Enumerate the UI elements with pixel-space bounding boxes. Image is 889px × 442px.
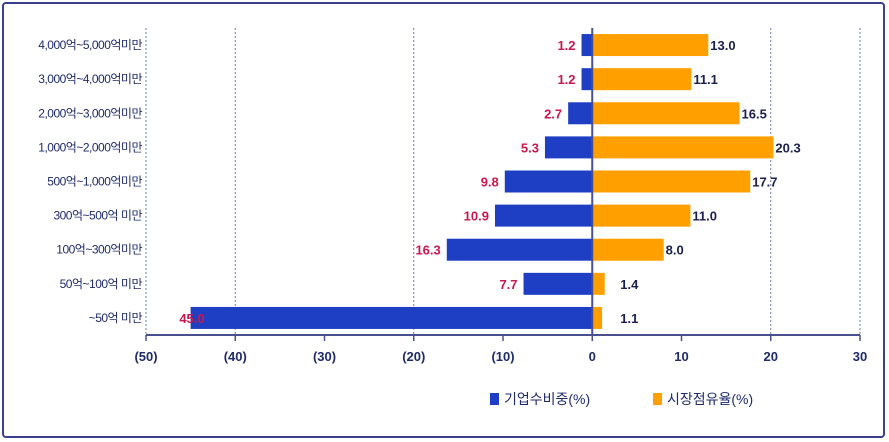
company-share-value-label: 16.3 (415, 243, 440, 258)
category-label: 50억~100억 미만 (60, 277, 143, 291)
company-share-bar (568, 102, 593, 125)
company-share-value-label: 5.3 (521, 140, 539, 155)
x-tick-label: 30 (853, 349, 867, 364)
market-share-value-label: 8.0 (666, 243, 684, 258)
market-share-value-label: 20.3 (775, 140, 800, 155)
category-label: 4,000억~5,000억미만 (38, 38, 142, 52)
market-share-bar (592, 170, 751, 193)
chart-frame: (50) (40) (30) (20) (10) 0 10 20 30 4,000억~5,000… (2, 2, 885, 438)
market-share-bar (592, 272, 605, 295)
legend-swatch-company-share (490, 393, 499, 405)
market-share-value-label: 16.5 (742, 106, 767, 121)
market-share-bar (592, 238, 664, 261)
category-label: 500억~1,000억미만 (47, 175, 142, 189)
x-tick-label: (50) (134, 349, 157, 364)
value-labels: 1.2 1.2 2.7 5.3 9.8 10.9 16.3 7.7 45.0 13.0 11.1 16… (179, 38, 800, 326)
legend: 기업수비중(%) 시장점유율(%) (490, 391, 753, 407)
company-share-bar (504, 170, 593, 193)
category-label: 300억~500억 미만 (53, 209, 142, 223)
market-share-bar (592, 102, 740, 125)
market-share-value-label: 13.0 (710, 38, 735, 53)
x-tick-label: (10) (491, 349, 514, 364)
market-share-bar (592, 68, 692, 91)
market-share-bar (592, 34, 709, 57)
company-share-bar (190, 306, 593, 329)
x-tick-label: 0 (589, 349, 596, 364)
company-share-value-label: 45.0 (179, 311, 204, 326)
bars (190, 34, 774, 329)
category-labels: 4,000억~5,000억미만 3,000억~4,000억미만 2,000억~3,0… (38, 38, 143, 325)
company-share-value-label: 10.9 (464, 209, 489, 224)
x-tick-label: (30) (313, 349, 336, 364)
company-share-bar (581, 68, 593, 91)
market-share-bar (592, 136, 774, 159)
company-share-value-label: 2.7 (544, 106, 562, 121)
legend-label-company-share: 기업수비중(%) (504, 391, 590, 407)
x-tick-label: 10 (674, 349, 688, 364)
category-label: 2,000억~3,000억미만 (38, 106, 142, 120)
market-share-value-label: 17.7 (752, 175, 777, 190)
market-share-bar (592, 204, 691, 227)
x-tick-label: 20 (764, 349, 778, 364)
category-label: 100억~300억미만 (56, 243, 142, 257)
market-share-value-label: 1.1 (620, 311, 638, 326)
company-share-value-label: 9.8 (481, 175, 499, 190)
company-share-value-label: 1.2 (557, 72, 575, 87)
gridlines (145, 28, 861, 335)
company-share-bar (494, 204, 593, 227)
category-label: ~50억 미만 (89, 311, 143, 325)
category-label: 1,000억~2,000억미만 (38, 140, 142, 154)
company-share-value-label: 1.2 (557, 38, 575, 53)
company-share-bar (581, 34, 593, 57)
legend-label-market-share: 시장점유율(%) (667, 391, 753, 407)
market-share-value-label: 11.0 (692, 209, 717, 224)
category-label: 3,000억~4,000억미만 (38, 72, 142, 86)
market-share-value-label: 1.4 (620, 277, 639, 292)
bar-chart: (50) (40) (30) (20) (10) 0 10 20 30 4,000억~5,000… (38, 28, 867, 407)
x-tick-label: (40) (224, 349, 247, 364)
market-share-value-label: 11.1 (693, 72, 718, 87)
x-axis: (50) (40) (30) (20) (10) 0 10 20 30 (134, 28, 867, 364)
company-share-bar (446, 238, 593, 261)
company-share-value-label: 7.7 (499, 277, 517, 292)
company-share-bar (523, 272, 593, 295)
market-share-bar (592, 306, 603, 329)
x-tick-label: (20) (402, 349, 425, 364)
company-share-bar (544, 136, 593, 159)
legend-swatch-market-share (653, 393, 662, 405)
